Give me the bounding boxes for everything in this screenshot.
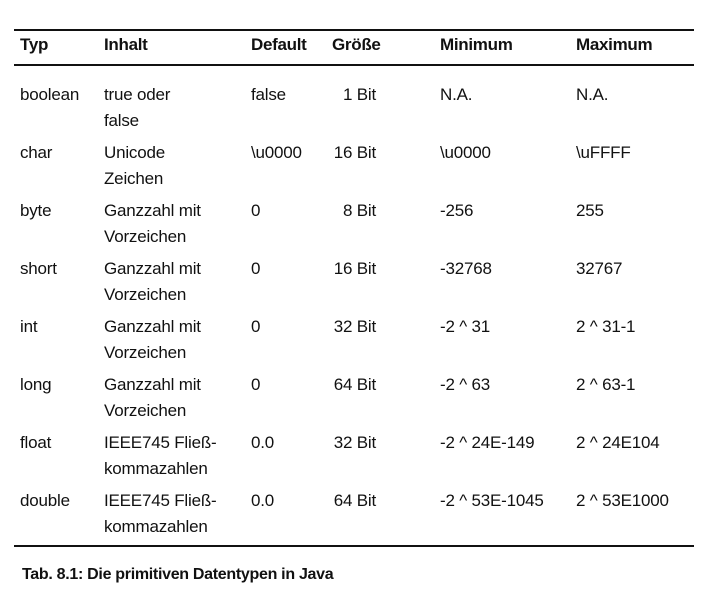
cell-inhalt-line: true oder — [104, 85, 171, 104]
cell-maximum: 255 — [576, 201, 604, 220]
cell-maximum: 2 ^ 53E1000 — [576, 491, 669, 510]
header-inhalt: Inhalt — [104, 35, 148, 54]
cell-minimum: \u0000 — [440, 143, 491, 162]
cell-typ: long — [20, 375, 52, 394]
cell-inhalt-line: Vorzeichen — [104, 285, 187, 304]
table-caption: Tab. 8.1: Die primitiven Datentypen in J… — [22, 566, 334, 583]
cell-maximum: 2 ^ 24E104 — [576, 433, 660, 452]
cell-groesse: 32 Bit — [333, 317, 376, 336]
cell-typ: byte — [20, 201, 52, 220]
header-default: Default — [251, 35, 307, 54]
cell-typ: boolean — [20, 85, 80, 104]
cell-typ: float — [20, 433, 52, 452]
cell-inhalt-line: kommazahlen — [104, 459, 208, 478]
cell-typ: short — [20, 259, 57, 278]
cell-default: 0 — [251, 317, 261, 336]
cell-inhalt-line: Ganzzahl mit — [104, 375, 201, 394]
cell-inhalt-line: Unicode — [104, 143, 165, 162]
cell-default: 0.0 — [251, 433, 275, 452]
cell-inhalt-line: kommazahlen — [104, 517, 208, 536]
cell-default: 0 — [251, 375, 261, 394]
cell-maximum: 2 ^ 31-1 — [576, 317, 636, 336]
cell-maximum: \uFFFF — [576, 143, 631, 162]
cell-inhalt-line: IEEE745 Fließ- — [104, 433, 217, 452]
cell-minimum: N.A. — [440, 85, 473, 104]
cell-groesse: 8 Bit — [342, 201, 376, 220]
cell-minimum: -2 ^ 24E-149 — [440, 433, 535, 452]
cell-groesse: 1 Bit — [342, 85, 376, 104]
table-bottom-rule — [14, 545, 694, 547]
cell-groesse: 64 Bit — [333, 375, 376, 394]
header-minimum: Minimum — [440, 35, 513, 54]
cell-groesse: 64 Bit — [333, 491, 376, 510]
cell-inhalt-line: false — [104, 111, 139, 130]
cell-minimum: -2 ^ 31 — [440, 317, 491, 336]
table-top-rule — [14, 29, 694, 31]
cell-maximum: 2 ^ 63-1 — [576, 375, 636, 394]
header-groesse: Größe — [332, 35, 381, 54]
cell-groesse: 16 Bit — [333, 143, 376, 162]
cell-default: 0.0 — [251, 491, 275, 510]
cell-inhalt-line: Vorzeichen — [104, 401, 187, 420]
cell-inhalt-line: Vorzeichen — [104, 343, 187, 362]
cell-typ: double — [20, 491, 70, 510]
table-header-rule — [14, 64, 694, 66]
cell-inhalt-line: Vorzeichen — [104, 227, 187, 246]
cell-typ: char — [20, 143, 53, 162]
cell-inhalt-line: Zeichen — [104, 169, 164, 188]
cell-groesse: 16 Bit — [333, 259, 376, 278]
cell-minimum: -2 ^ 63 — [440, 375, 491, 394]
header-typ: Typ — [20, 35, 49, 54]
cell-default: \u0000 — [251, 143, 302, 162]
cell-inhalt-line: Ganzzahl mit — [104, 201, 201, 220]
cell-maximum: N.A. — [576, 85, 609, 104]
cell-inhalt-line: Ganzzahl mit — [104, 259, 201, 278]
cell-default: false — [251, 85, 286, 104]
cell-minimum: -2 ^ 53E-1045 — [440, 491, 544, 510]
cell-typ: int — [20, 317, 38, 336]
cell-maximum: 32767 — [576, 259, 623, 278]
cell-default: 0 — [251, 201, 261, 220]
cell-groesse: 32 Bit — [333, 433, 376, 452]
cell-inhalt-line: Ganzzahl mit — [104, 317, 201, 336]
cell-default: 0 — [251, 259, 261, 278]
header-maximum: Maximum — [576, 35, 653, 54]
cell-minimum: -256 — [440, 201, 474, 220]
cell-inhalt-line: IEEE745 Fließ- — [104, 491, 217, 510]
cell-minimum: -32768 — [440, 259, 492, 278]
